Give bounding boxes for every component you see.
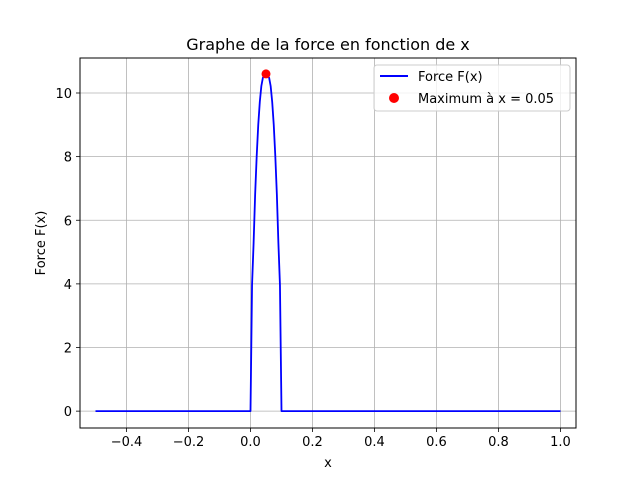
y-tick-label: 10 <box>55 87 72 102</box>
series-line-force <box>95 73 561 413</box>
x-tick-label: 0.8 <box>488 435 509 450</box>
y-tick-label: 6 <box>64 214 72 229</box>
axes-frame <box>79 57 577 429</box>
legend-box <box>373 64 571 112</box>
x-axis-ticks: −0.4 −0.2 0.0 0.2 0.4 0.6 0.8 1.0 <box>111 428 571 450</box>
grid <box>80 58 576 428</box>
y-axis-ticks: 0 2 4 6 8 10 <box>55 87 80 420</box>
x-axis-label: x <box>324 456 332 471</box>
legend-entry-maximum: Maximum à x = 0.05 <box>418 92 554 107</box>
x-tick-label: 1.0 <box>550 435 571 450</box>
x-tick-label: −0.4 <box>111 435 143 450</box>
x-tick-label: 0.2 <box>302 435 323 450</box>
chart-title: Graphe de la force en fonction de x <box>186 35 470 54</box>
y-tick-label: 0 <box>64 405 72 420</box>
x-tick-label: 0.6 <box>426 435 447 450</box>
legend-marker-swatch <box>389 93 399 103</box>
x-tick-label: 0.4 <box>364 435 385 450</box>
x-tick-label: 0.0 <box>240 435 261 450</box>
y-axis-label: Force F(x) <box>34 211 49 276</box>
x-tick-label: −0.2 <box>173 435 205 450</box>
plot-area <box>95 69 561 413</box>
y-tick-label: 2 <box>64 342 72 357</box>
legend-entry-force: Force F(x) <box>418 70 483 85</box>
maximum-point <box>261 69 271 79</box>
y-tick-label: 4 <box>64 278 72 293</box>
y-tick-label: 8 <box>64 151 72 166</box>
legend: Force F(x) Maximum à x = 0.05 <box>373 64 571 112</box>
